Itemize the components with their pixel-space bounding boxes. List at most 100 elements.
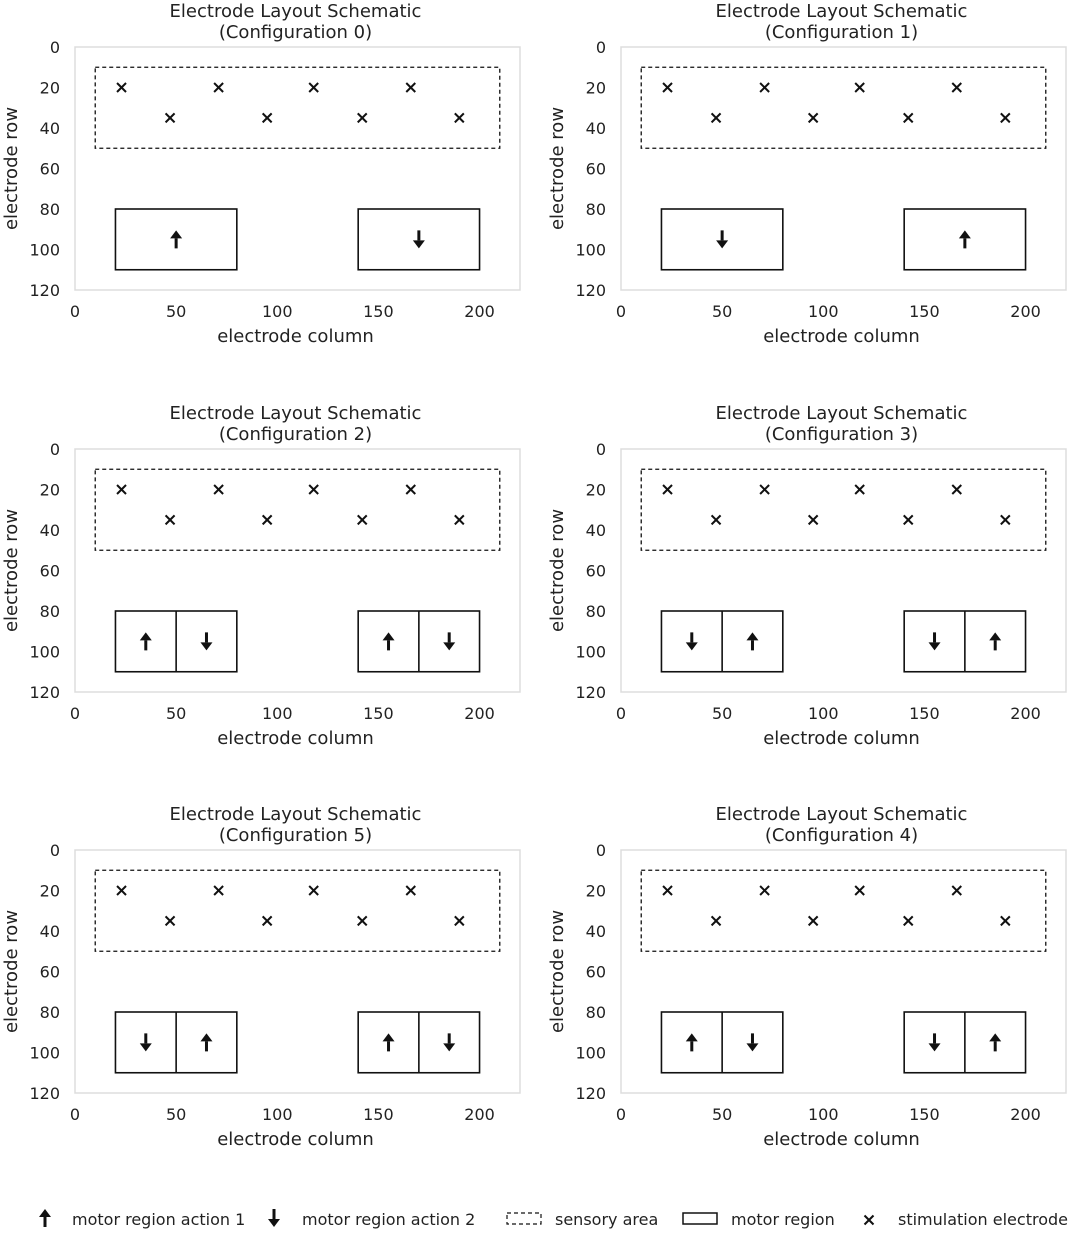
x-tick-label: 200 xyxy=(464,704,495,723)
cross-stroke xyxy=(951,82,962,93)
x-tick-label: 150 xyxy=(909,1105,940,1124)
cross-stroke xyxy=(454,514,465,526)
chart-title: Electrode Layout Schematic xyxy=(170,403,422,424)
motor-action-2-arrow xyxy=(928,632,941,651)
cross-stroke xyxy=(662,82,673,93)
motor-action-1-arrow xyxy=(139,632,152,651)
cross-stroke xyxy=(261,915,273,927)
chart-title: Electrode Layout Schematic xyxy=(716,1,968,22)
y-axis-label: electrode row xyxy=(1,107,22,230)
arrow-head xyxy=(685,642,698,651)
stimulation-electrode xyxy=(951,484,962,495)
motor-action-1-arrow xyxy=(685,1033,698,1052)
cross-stroke xyxy=(261,514,273,526)
cross-stroke xyxy=(807,514,819,526)
y-tick-label: 0 xyxy=(596,841,606,860)
x-axis-label: electrode column xyxy=(217,326,374,347)
y-tick-label: 100 xyxy=(575,1044,606,1063)
y-axis-label: electrode row xyxy=(1,509,22,632)
stimulation-electrode xyxy=(213,885,224,896)
stimulation-electrode xyxy=(454,514,465,526)
x-axis-label: electrode column xyxy=(763,326,920,347)
motor-region xyxy=(114,1011,238,1074)
chart-subtitle: (Configuration 5) xyxy=(219,825,372,846)
sensory-area xyxy=(94,66,501,149)
cross-stroke xyxy=(903,112,914,124)
y-axis-label: electrode row xyxy=(547,509,568,632)
cross-stroke xyxy=(807,915,819,927)
x-tick-label: 200 xyxy=(1010,302,1041,321)
motor-region xyxy=(114,208,238,271)
stimulation-electrode xyxy=(454,915,465,927)
stimulation-electrode xyxy=(357,112,368,124)
chart-subtitle: (Configuration 4) xyxy=(765,825,918,846)
cross-stroke xyxy=(116,82,127,93)
y-tick-label: 0 xyxy=(596,38,606,57)
y-tick-label: 80 xyxy=(40,200,60,219)
y-tick-label: 80 xyxy=(40,602,60,621)
stimulation-electrode xyxy=(710,514,722,526)
stimulation-electrode xyxy=(854,82,865,93)
arrow-head xyxy=(139,1043,152,1052)
y-tick-label: 120 xyxy=(575,281,606,300)
legend-label: motor region action 1 xyxy=(72,1210,245,1229)
arrow-head xyxy=(716,240,729,249)
x-tick-label: 50 xyxy=(712,1105,732,1124)
cross-stroke xyxy=(164,112,176,124)
cross-stroke xyxy=(116,484,127,495)
y-tick-label: 60 xyxy=(586,562,606,581)
motor-region-box xyxy=(357,208,481,271)
motor-region xyxy=(114,610,238,673)
solid-box-icon xyxy=(682,1212,718,1225)
y-tick-label: 80 xyxy=(586,1003,606,1022)
cross-stroke xyxy=(164,915,176,927)
legend-label: motor region xyxy=(731,1210,835,1229)
arrow-head xyxy=(412,240,425,249)
stimulation-electrode xyxy=(854,885,865,896)
stimulation-electrode xyxy=(662,484,673,495)
y-tick-label: 100 xyxy=(29,241,60,260)
x-tick-label: 50 xyxy=(712,302,732,321)
motor-action-2-arrow xyxy=(716,230,729,249)
stimulation-electrode xyxy=(951,885,962,896)
cross-stroke xyxy=(454,915,465,927)
x-tick-label: 0 xyxy=(70,1105,80,1124)
y-tick-label: 60 xyxy=(40,562,60,581)
y-tick-label: 0 xyxy=(50,841,60,860)
y-tick-label: 100 xyxy=(29,1044,60,1063)
stimulation-electrode xyxy=(116,82,127,93)
stimulation-electrode xyxy=(903,514,914,526)
stimulation-electrode xyxy=(951,82,962,93)
stimulation-electrode xyxy=(405,484,416,495)
motor-action-1-arrow xyxy=(746,632,759,651)
y-tick-label: 40 xyxy=(586,521,606,540)
stimulation-electrode xyxy=(1000,514,1011,526)
plot-frame xyxy=(620,849,1067,1094)
arrow-head xyxy=(200,1033,213,1042)
cross-stroke xyxy=(759,885,770,896)
x-tick-label: 100 xyxy=(262,704,293,723)
x-tick-label: 100 xyxy=(262,302,293,321)
stimulation-electrode xyxy=(308,82,319,93)
motor-action-2-arrow xyxy=(746,1033,759,1052)
y-tick-label: 120 xyxy=(575,683,606,702)
motor-action-1-arrow xyxy=(170,230,183,249)
motor-region-box xyxy=(903,208,1027,271)
stimulation-electrode xyxy=(213,484,224,495)
y-tick-label: 80 xyxy=(586,200,606,219)
x-tick-label: 150 xyxy=(909,704,940,723)
chart-panel-0: Electrode Layout Schematic(Configuration… xyxy=(1,1,521,347)
cross-stroke xyxy=(405,82,416,93)
x-tick-label: 200 xyxy=(464,302,495,321)
legend-item: motor region xyxy=(682,1210,835,1229)
chart-subtitle: (Configuration 1) xyxy=(765,22,918,43)
x-tick-label: 100 xyxy=(808,302,839,321)
x-tick-label: 0 xyxy=(616,1105,626,1124)
stimulation-electrode xyxy=(854,484,865,495)
legend-item: motor region action 2 xyxy=(268,1209,475,1229)
cross-stroke xyxy=(710,112,722,124)
y-tick-label: 100 xyxy=(29,643,60,662)
motor-action-1-arrow xyxy=(382,632,395,651)
cross-stroke xyxy=(662,885,673,896)
motor-region xyxy=(357,610,481,673)
